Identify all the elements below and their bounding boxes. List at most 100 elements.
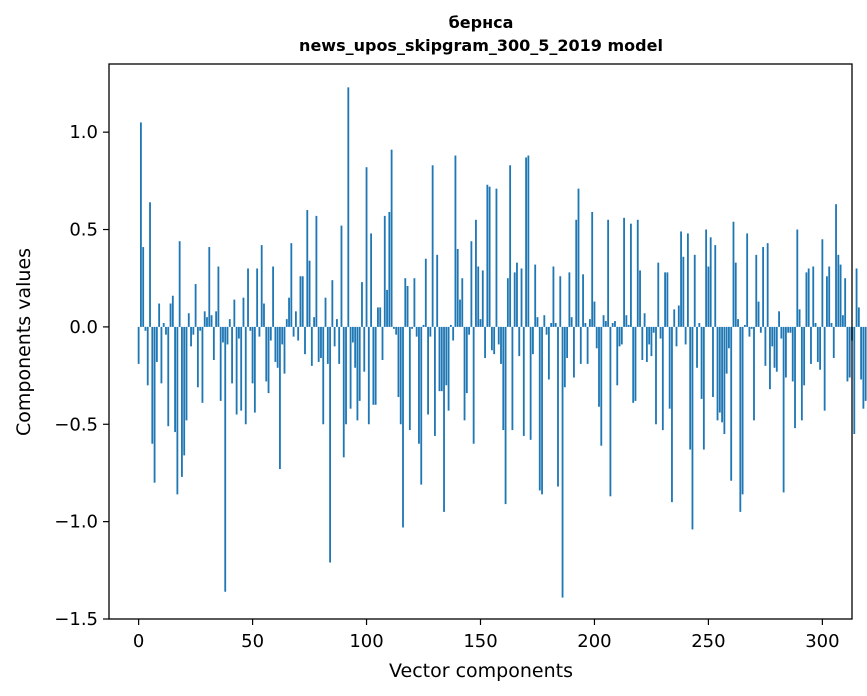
bar-component-266: [743, 324, 746, 327]
bar-component-190: [570, 317, 573, 327]
bar-component-135: [445, 326, 448, 386]
bar-component-270: [753, 326, 755, 421]
bar-component-63: [281, 326, 284, 345]
x-tick-label: 0: [133, 631, 144, 652]
x-tick-label: 250: [691, 631, 725, 652]
bar-component-123: [418, 326, 420, 444]
bar-component-217: [632, 326, 635, 403]
bar-component-181: [550, 323, 553, 327]
bar-component-50: [251, 326, 254, 384]
bar-component-200: [593, 301, 596, 327]
bar-component-225: [650, 326, 653, 357]
bar-component-186: [561, 326, 564, 598]
bar-component-30: [206, 317, 208, 327]
bar-component-260: [730, 326, 733, 481]
bar-component-304: [830, 323, 833, 327]
bar-component-77: [313, 317, 316, 327]
x-axis-ticks: 0 50 100 150 200 250 300: [133, 619, 840, 652]
bar-component-161: [504, 326, 507, 505]
bar-component-121: [413, 278, 416, 327]
bar-component-319: [864, 326, 867, 401]
bar-component-23: [190, 326, 192, 347]
bar-component-113: [395, 326, 398, 335]
bar-component-40: [228, 319, 231, 327]
bar-component-160: [502, 326, 505, 431]
bar-component-244: [693, 254, 696, 327]
bar-component-197: [586, 326, 589, 364]
bar-component-99: [363, 326, 366, 372]
bar-component-81: [322, 326, 325, 425]
bar-component-14: [169, 303, 172, 327]
bar-component-101: [367, 326, 370, 425]
bar-component-21: [185, 326, 188, 421]
y-tick-label: 1.0: [69, 122, 98, 143]
bar-component-184: [557, 326, 559, 487]
bar-component-37: [222, 326, 224, 343]
bar-component-97: [358, 326, 361, 401]
bar-component-59: [272, 266, 275, 327]
bar-component-251: [709, 237, 712, 327]
bar-component-98: [361, 282, 363, 327]
bar-component-112: [392, 326, 395, 329]
bar-component-246: [698, 323, 701, 327]
bar-component-118: [406, 286, 409, 327]
bar-component-33: [212, 326, 215, 360]
bar-component-87: [336, 319, 338, 327]
bar-component-248: [702, 326, 705, 450]
bar-component-220: [639, 270, 641, 327]
bar-component-315: [855, 268, 858, 327]
bar-component-252: [712, 326, 714, 397]
bar-component-234: [671, 326, 673, 503]
bar-component-237: [677, 305, 680, 327]
bar-component-277: [769, 326, 771, 390]
bar-component-61: [276, 326, 279, 368]
bar-component-287: [791, 326, 794, 382]
bar-component-236: [675, 326, 678, 347]
x-tick-label: 200: [577, 631, 611, 652]
bar-component-310: [844, 278, 847, 327]
bar-component-147: [472, 326, 475, 444]
y-tick-label: −0.5: [54, 414, 98, 435]
bar-component-22: [187, 313, 190, 327]
bar-component-76: [310, 326, 313, 366]
bar-component-26: [196, 326, 199, 388]
bar-component-211: [618, 326, 621, 347]
bar-component-231: [664, 272, 667, 327]
bar-component-290: [798, 309, 801, 327]
bar-component-281: [778, 311, 780, 327]
bar-component-143: [463, 326, 466, 421]
bar-component-2: [142, 247, 145, 327]
bar-component-34: [215, 311, 218, 327]
bar-component-16: [174, 326, 176, 433]
bar-component-109: [386, 289, 388, 327]
y-tick-label: −1.5: [54, 609, 98, 630]
bar-component-120: [411, 326, 414, 329]
bar-component-247: [700, 326, 703, 399]
bar-component-42: [233, 299, 236, 327]
bar-component-219: [636, 219, 639, 327]
bar-component-105: [377, 307, 379, 327]
bar-component-174: [534, 264, 537, 327]
bar-component-107: [381, 326, 384, 360]
bar-component-312: [848, 326, 851, 378]
bar-component-93: [349, 326, 352, 409]
bar-component-117: [404, 278, 407, 327]
bar-component-194: [579, 326, 582, 364]
bar-component-262: [734, 262, 737, 327]
bar-component-116: [402, 326, 404, 528]
bar-component-170: [525, 157, 527, 327]
bar-component-130: [434, 326, 436, 436]
x-tick-label: 100: [349, 631, 383, 652]
bar-component-75: [308, 260, 311, 327]
bar-component-91: [345, 326, 347, 425]
bar-component-55: [263, 303, 265, 327]
bar-component-256: [721, 326, 723, 423]
bar-component-152: [484, 326, 486, 359]
bar-component-182: [552, 266, 555, 327]
bar-component-263: [737, 319, 739, 327]
bar-component-32: [210, 315, 213, 327]
bar-component-69: [294, 311, 297, 327]
bar-component-100: [365, 167, 368, 327]
bar-component-11: [162, 323, 165, 327]
